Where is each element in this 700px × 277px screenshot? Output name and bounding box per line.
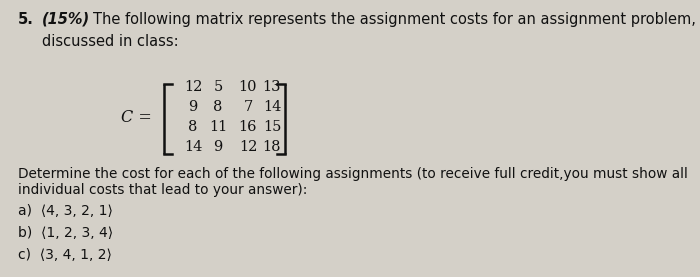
Text: individual costs that lead to your answer):: individual costs that lead to your answe… xyxy=(18,183,307,197)
Text: 14: 14 xyxy=(262,100,281,114)
Text: (15%): (15%) xyxy=(42,12,90,27)
Text: 5.: 5. xyxy=(18,12,34,27)
Text: 14: 14 xyxy=(184,140,202,154)
Text: 10: 10 xyxy=(239,80,258,94)
Text: b)  ⟨1, 2, 3, 4⟩: b) ⟨1, 2, 3, 4⟩ xyxy=(18,226,113,240)
Text: 13: 13 xyxy=(262,80,281,94)
Text: 12: 12 xyxy=(184,80,202,94)
Text: 18: 18 xyxy=(262,140,281,154)
Text: C =: C = xyxy=(121,109,152,127)
Text: The following matrix represents the assignment costs for an assignment problem, : The following matrix represents the assi… xyxy=(93,12,700,27)
Text: Determine the cost for each of the following assignments (to receive full credit: Determine the cost for each of the follo… xyxy=(18,167,688,181)
Text: 11: 11 xyxy=(209,120,227,134)
Text: 16: 16 xyxy=(239,120,258,134)
Text: 9: 9 xyxy=(188,100,197,114)
Text: 9: 9 xyxy=(214,140,223,154)
Text: a)  ⟨4, 3, 2, 1⟩: a) ⟨4, 3, 2, 1⟩ xyxy=(18,204,113,218)
Text: 5: 5 xyxy=(214,80,223,94)
Text: 15: 15 xyxy=(262,120,281,134)
Text: 12: 12 xyxy=(239,140,257,154)
Text: discussed in class:: discussed in class: xyxy=(42,34,178,49)
Text: 8: 8 xyxy=(188,120,197,134)
Text: c)  ⟨3, 4, 1, 2⟩: c) ⟨3, 4, 1, 2⟩ xyxy=(18,248,112,262)
Text: 8: 8 xyxy=(214,100,223,114)
Text: 7: 7 xyxy=(244,100,253,114)
